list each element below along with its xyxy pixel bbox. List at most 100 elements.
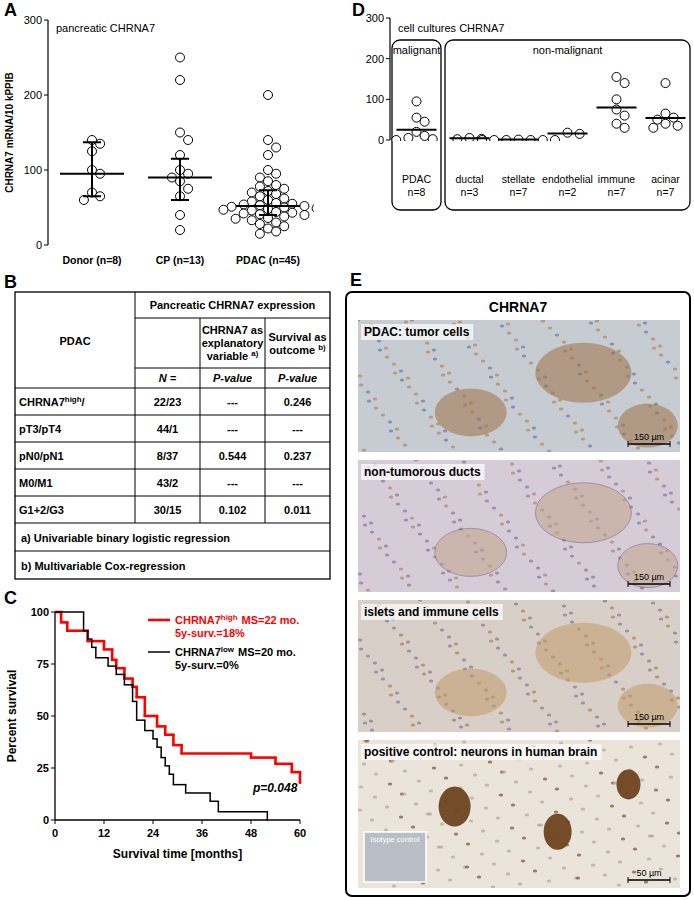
nucleus: [632, 637, 636, 640]
inset-label: Isotype control: [371, 835, 420, 844]
text-part: G1+2/G3: [19, 504, 64, 516]
x-tick-label: acinar: [651, 173, 680, 185]
nucleus: [507, 850, 511, 853]
nucleus: [514, 339, 518, 342]
scale-bar-label: 150 µm: [634, 712, 664, 722]
nucleus: [554, 721, 558, 724]
subheader: N =: [159, 372, 177, 384]
nucleus: [448, 645, 452, 648]
nucleus: [385, 356, 389, 359]
y-tick: [44, 20, 48, 21]
nucleus: [404, 321, 408, 324]
nucleus: [602, 749, 606, 752]
nucleus: [510, 397, 514, 400]
x-tick-label: 24: [147, 827, 160, 839]
nucleus: [518, 883, 522, 886]
nucleus: [396, 503, 400, 506]
nucleus: [632, 373, 636, 376]
nucleus: [589, 322, 593, 325]
table-cell: 0.246: [284, 396, 312, 408]
nucleus: [555, 788, 559, 791]
nucleus: [625, 630, 629, 633]
nucleus: [492, 507, 496, 510]
nucleus: [651, 536, 655, 539]
nucleus: [633, 382, 637, 385]
nucleus: [377, 538, 381, 541]
nucleus: [481, 624, 485, 627]
group-box: [392, 40, 441, 210]
data-point: [620, 111, 629, 120]
nucleus: [359, 384, 363, 387]
nucleus: [618, 623, 622, 626]
step-drop: [124, 674, 126, 684]
nucleus: [421, 664, 425, 667]
table-cell: 0.544: [219, 450, 247, 462]
nucleus: [374, 407, 378, 410]
nucleus: [496, 581, 500, 584]
step-drop: [173, 774, 175, 784]
nucleus: [580, 831, 584, 834]
nucleus: [644, 529, 648, 532]
table-rule: [265, 318, 266, 523]
nucleus: [410, 320, 414, 322]
data-point: [612, 105, 621, 114]
image-label: islets and immune cells: [364, 605, 499, 619]
nucleus: [432, 767, 436, 770]
table-rule: [15, 551, 330, 552]
center-line: [597, 106, 637, 108]
x-tick: [55, 820, 56, 824]
nucleus: [385, 806, 389, 809]
nucleus: [639, 644, 643, 647]
scale-bar-label: 150 µm: [634, 572, 664, 582]
data-point: [612, 95, 621, 104]
nucleus: [388, 487, 392, 490]
nucleus: [600, 403, 604, 406]
text-part: Survival as: [268, 331, 326, 343]
nucleus: [518, 413, 522, 416]
nucleus: [522, 619, 526, 622]
nucleus: [440, 629, 444, 632]
nucleus: [454, 833, 458, 836]
nucleus: [439, 846, 443, 849]
nucleus: [654, 667, 658, 670]
tissue-structure: [535, 483, 631, 543]
nucleus: [467, 346, 471, 349]
x-axis: [55, 819, 300, 820]
nucleus: [548, 327, 552, 330]
table-cell: 0.102: [219, 504, 247, 516]
nucleus: [407, 650, 411, 653]
nucleus: [411, 724, 415, 727]
nucleus: [532, 691, 536, 694]
nucleus: [489, 640, 493, 643]
nucleus: [563, 614, 567, 617]
data-point: [673, 121, 682, 130]
tissue-structure: [535, 343, 631, 403]
data-point: [184, 184, 193, 193]
nucleus: [421, 400, 425, 403]
nucleus: [529, 362, 533, 365]
data-point: [231, 214, 240, 223]
nucleus: [369, 720, 373, 723]
nucleus: [614, 681, 618, 684]
nucleus: [662, 683, 666, 686]
nucleus: [600, 469, 604, 472]
data-point: [219, 205, 228, 214]
nucleus: [663, 494, 667, 497]
x-tick-label: Donor (n=8): [62, 254, 121, 266]
nucleus: [554, 811, 558, 814]
nucleus: [369, 522, 373, 525]
nucleus: [440, 823, 444, 826]
plot-area: [60, 53, 314, 238]
table-rule: [15, 469, 330, 470]
y-axis-label: Percent survival: [5, 670, 19, 763]
nucleus: [503, 390, 507, 393]
figure: A0100200300CHRNA7 mRNA/10 kPPIBpancreati…: [0, 0, 694, 900]
survival-step: [173, 784, 185, 786]
nucleus: [521, 544, 525, 547]
n-label: n=7: [657, 186, 675, 198]
step-drop: [165, 758, 167, 766]
nucleus: [362, 713, 366, 716]
nucleus: [500, 721, 504, 724]
nucleus: [558, 465, 562, 468]
nucleus: [602, 723, 606, 726]
